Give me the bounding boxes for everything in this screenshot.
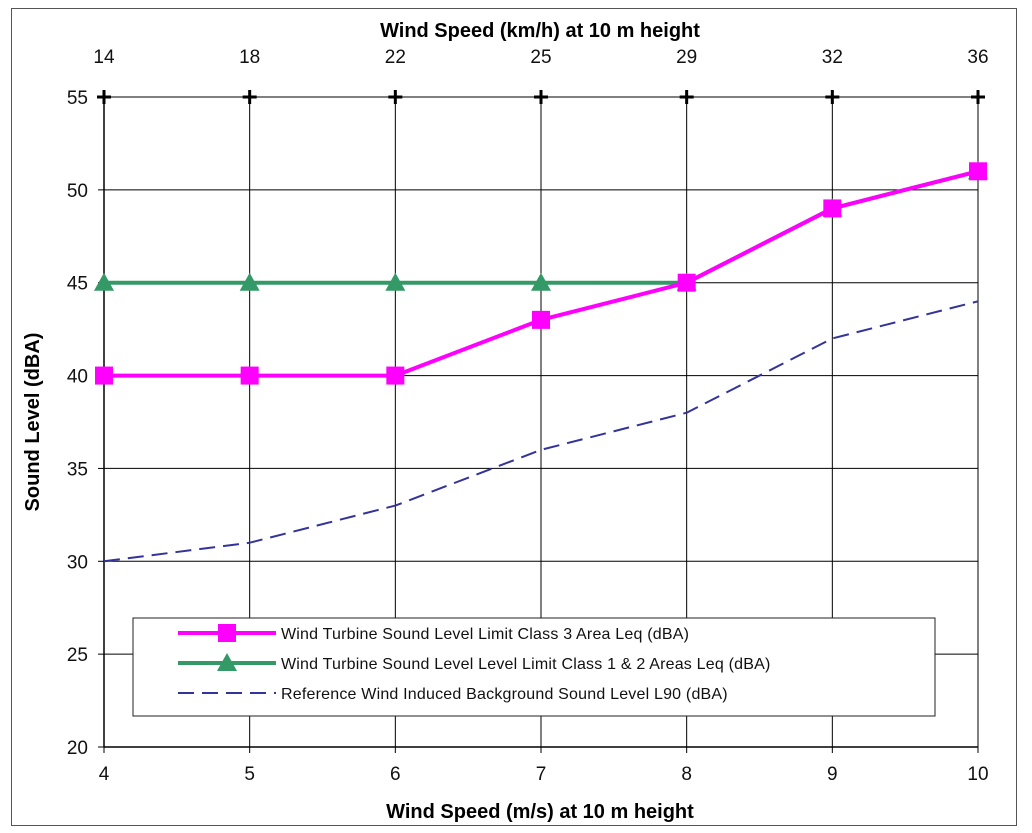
y-tick-label: 40 — [67, 367, 88, 388]
x2-tick-label: 18 — [239, 47, 260, 68]
series-line-2 — [103, 300, 979, 563]
x-tick-label: 6 — [390, 764, 401, 785]
y-tick-label: 35 — [67, 459, 88, 480]
x2-tick-label: 36 — [967, 47, 988, 68]
series-1-point — [94, 272, 114, 291]
series-0-point — [240, 366, 259, 385]
y-axis-title: Sound Level (dBA) — [22, 333, 44, 512]
series-markers — [94, 161, 988, 385]
y-tick-label: 20 — [67, 738, 88, 759]
series-0-point — [969, 162, 987, 181]
x-tick-label: 9 — [827, 764, 838, 785]
x2-tick-label: 22 — [385, 47, 406, 68]
tick-labels: 20 25 30 35 40 45 50 55 4 14 5 18 6 22 7 25 8 29 9 32 10 36 — [67, 47, 989, 785]
legend: Wind Turbine Sound Level Limit Class 3 A… — [132, 617, 936, 717]
chart-frame — [11, 8, 1017, 826]
series-1-point — [531, 272, 551, 291]
y-tick-label: 25 — [67, 645, 88, 666]
legend-label-2: Reference Wind Induced Background Sound … — [281, 686, 728, 703]
series-0-point — [677, 273, 696, 292]
x2-axis-title: Wind Speed (km/h) at 10 m height — [380, 20, 700, 42]
y-tick-label: 50 — [67, 181, 88, 202]
series-1-point — [385, 272, 406, 291]
x-axis-title: Wind Speed (m/s) at 10 m height — [386, 801, 694, 823]
x-tick-label: 5 — [244, 764, 255, 785]
series-0-point — [95, 366, 113, 385]
x-tick-label: 8 — [681, 764, 692, 785]
series-0-point — [532, 310, 550, 329]
legend-label-1: Wind Turbine Sound Level Level Limit Cla… — [281, 656, 771, 673]
series-1-point — [239, 272, 260, 291]
x2-tick-label: 29 — [676, 47, 697, 68]
x2-tick-label: 14 — [93, 47, 115, 68]
x2-tick-label: 25 — [530, 47, 551, 68]
x2-tick-label: 32 — [822, 47, 843, 68]
legend-marker-0 — [218, 624, 236, 642]
legend-marker-1 — [217, 653, 237, 671]
x-tick-label: 4 — [99, 764, 110, 785]
y-tick-label: 45 — [67, 274, 88, 295]
y-tick-label: 55 — [67, 88, 88, 109]
series-0-point — [386, 366, 405, 385]
series-0-point — [823, 199, 842, 218]
y-tick-label: 30 — [67, 552, 88, 573]
x-tick-label: 7 — [536, 764, 547, 785]
legend-label-0: Wind Turbine Sound Level Limit Class 3 A… — [281, 626, 689, 643]
x-tick-label: 10 — [967, 764, 988, 785]
